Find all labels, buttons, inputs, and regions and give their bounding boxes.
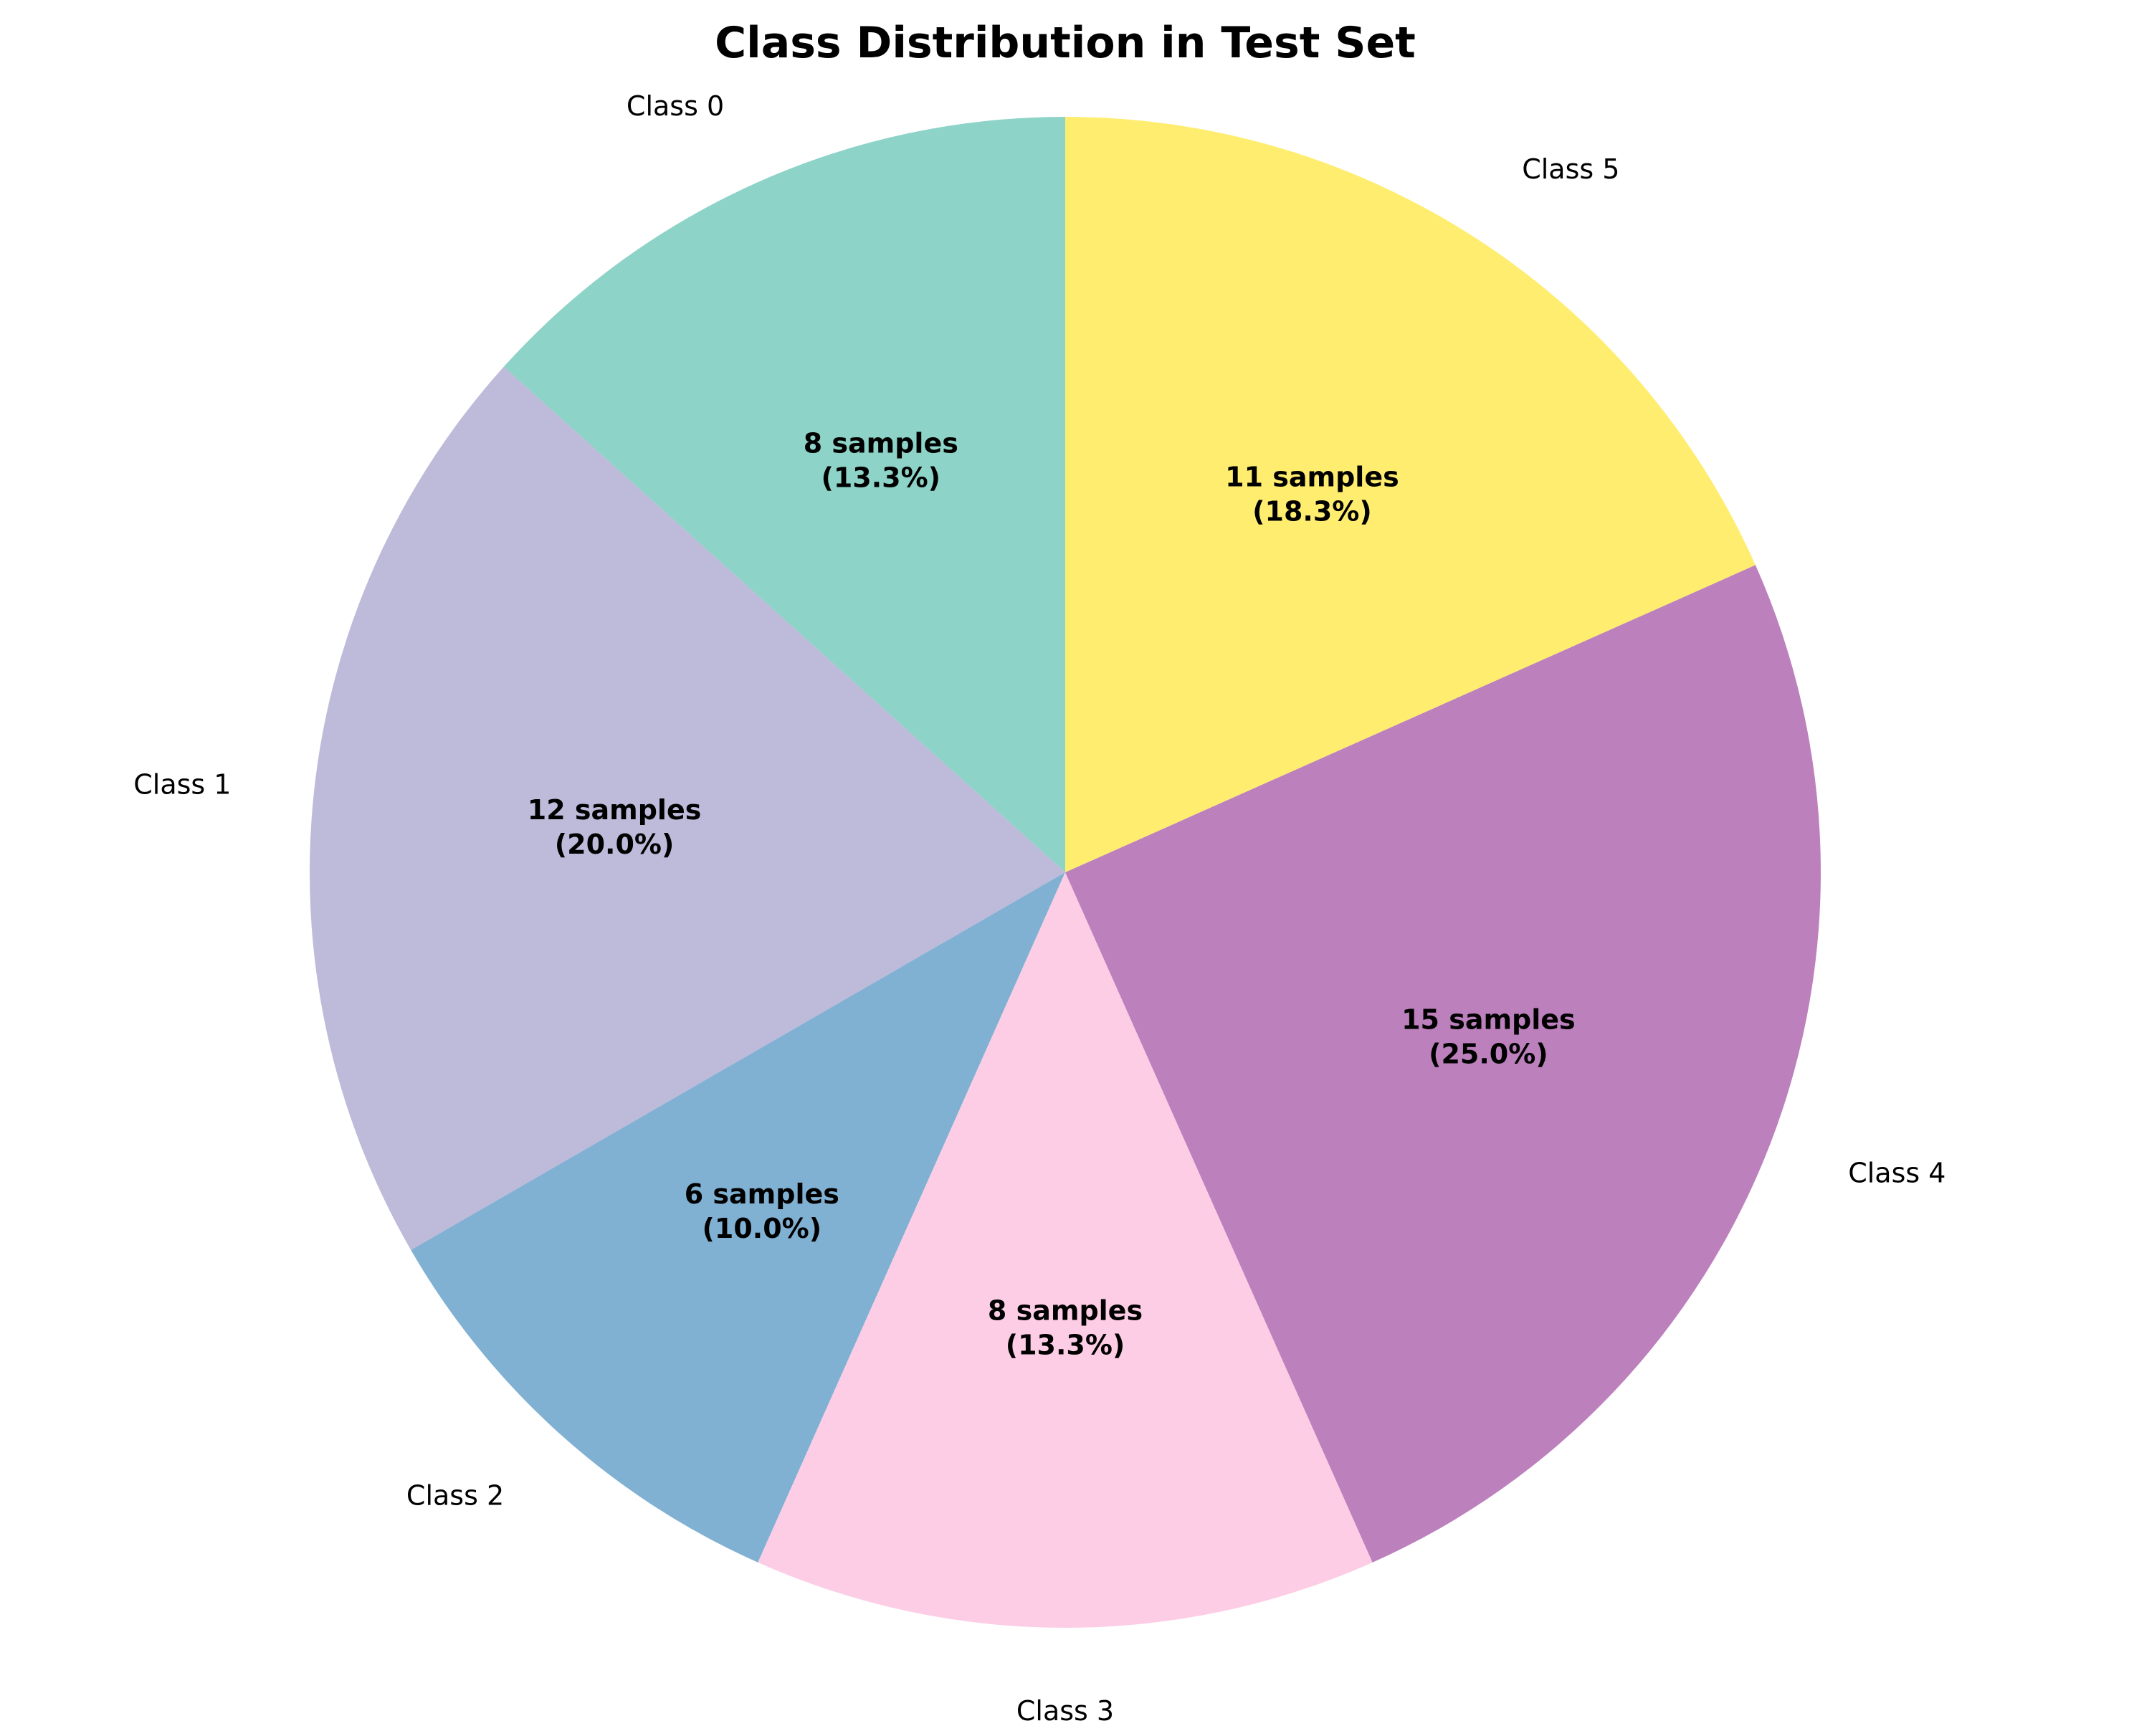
pie-slice-class-4: [1065, 565, 1821, 1563]
pie-slice-class-1: [309, 366, 1065, 1250]
slice-value-label-class-0: 8 samples (13.3%): [804, 427, 958, 493]
slice-category-label-class-1: Class 1: [133, 769, 231, 801]
pie-slice-class-3: [758, 872, 1373, 1628]
slice-category-label-class-2: Class 2: [406, 1479, 504, 1511]
pie-slice-class-5: [1065, 117, 1756, 872]
pie-slice-class-2: [411, 872, 1065, 1563]
slice-value-label-class-3: 8 samples (13.3%): [988, 1294, 1143, 1360]
slice-category-label-class-0: Class 0: [627, 90, 724, 122]
chart-title: Class Distribution in Test Set: [715, 18, 1416, 68]
slice-value-label-class-5: 11 samples (18.3%): [1225, 462, 1399, 528]
slice-value-labels: 8 samples (13.3%) 12 samples (20.0%) 6 sampl…: [528, 427, 1576, 1360]
pie-slice-class-0: [503, 117, 1065, 872]
slice-value-label-class-2: 6 samples (10.0%): [685, 1178, 839, 1244]
slice-category-label-class-4: Class 4: [1848, 1157, 1945, 1188]
slice-value-label-class-1: 12 samples (20.0%): [528, 794, 702, 860]
slice-value-label-class-4: 15 samples (25.0%): [1401, 1004, 1576, 1070]
slice-category-label-class-5: Class 5: [1522, 153, 1619, 185]
slice-category-labels: Class 0 Class 1 Class 2 Class 3 Class 4 Class…: [133, 90, 1945, 1727]
slice-category-label-class-3: Class 3: [1016, 1695, 1114, 1727]
pie-slices: [309, 117, 1821, 1628]
